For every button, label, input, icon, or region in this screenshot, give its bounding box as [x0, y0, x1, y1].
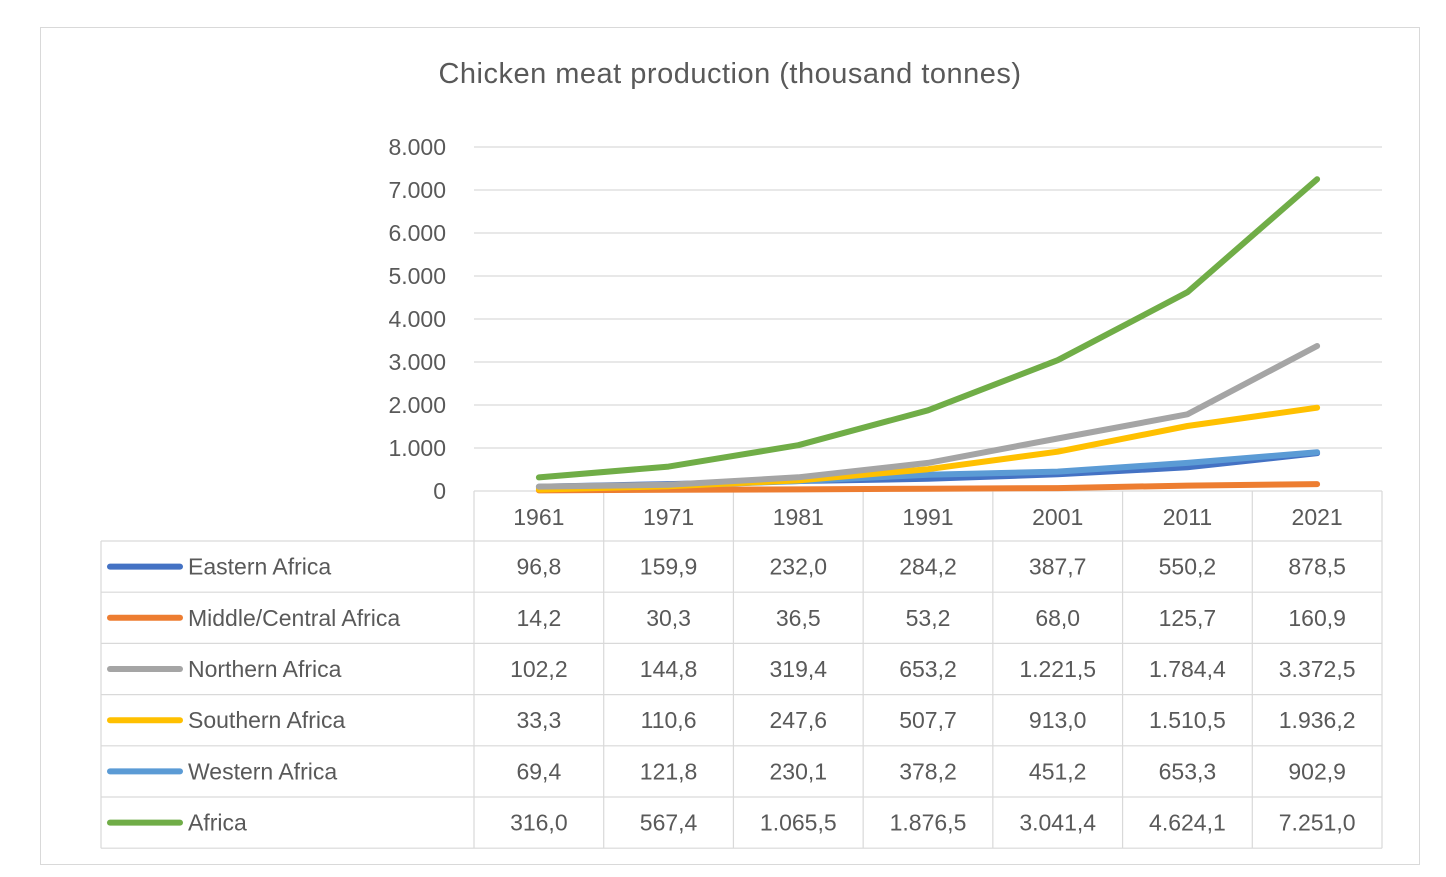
data-cell: 160,9 [1288, 605, 1346, 631]
series-line [535, 481, 1321, 494]
x-category-label: 2011 [1163, 504, 1212, 530]
chart-title: Chicken meat production (thousand tonnes… [438, 58, 1022, 90]
y-tick-label: 7.000 [388, 177, 446, 203]
series-name: Southern Africa [188, 707, 345, 733]
series-line [535, 343, 1321, 490]
data-cell: 316,0 [510, 810, 568, 836]
data-cell: 247,6 [770, 707, 828, 733]
data-cell: 653,3 [1159, 758, 1217, 784]
data-cell: 144,8 [640, 656, 698, 682]
series-line [535, 176, 1321, 481]
y-tick-label: 8.000 [388, 134, 446, 160]
data-cell: 902,9 [1288, 758, 1346, 784]
chart-frame [40, 27, 1420, 865]
data-cell: 284,2 [899, 554, 957, 580]
data-cell: 878,5 [1288, 554, 1346, 580]
data-cell: 7.251,0 [1279, 810, 1356, 836]
data-cell: 68,0 [1035, 605, 1080, 631]
x-category-label: 1971 [643, 504, 694, 530]
data-cell: 33,3 [516, 707, 561, 733]
data-cell: 1.065,5 [760, 810, 837, 836]
x-category-label: 1981 [773, 504, 824, 530]
data-cell: 3.041,4 [1019, 810, 1096, 836]
data-cell: 1.221,5 [1019, 656, 1096, 682]
data-cell: 1.936,2 [1279, 707, 1356, 733]
x-category-label: 1991 [902, 504, 953, 530]
series-name: Northern Africa [188, 656, 342, 682]
data-cell: 102,2 [510, 656, 568, 682]
data-cell: 125,7 [1159, 605, 1217, 631]
data-cell: 230,1 [770, 758, 828, 784]
data-cell: 1.784,4 [1149, 656, 1226, 682]
data-cell: 69,4 [516, 758, 561, 784]
data-cell: 913,0 [1029, 707, 1087, 733]
data-cell: 451,2 [1029, 758, 1087, 784]
series-name: Eastern Africa [188, 554, 331, 580]
data-cell: 507,7 [899, 707, 957, 733]
series-name: Middle/Central Africa [188, 605, 400, 631]
data-cell: 159,9 [640, 554, 698, 580]
series-name: Africa [188, 810, 247, 836]
data-cell: 567,4 [640, 810, 698, 836]
series-name: Western Africa [188, 758, 337, 784]
data-cell: 319,4 [770, 656, 828, 682]
x-category-label: 2021 [1292, 504, 1343, 530]
x-category-label: 1961 [513, 504, 564, 530]
y-tick-label: 6.000 [388, 220, 446, 246]
data-cell: 387,7 [1029, 554, 1087, 580]
y-tick-label: 0 [433, 478, 446, 504]
y-tick-label: 2.000 [388, 392, 446, 418]
y-tick-label: 4.000 [388, 306, 446, 332]
data-cell: 36,5 [776, 605, 821, 631]
data-cell: 3.372,5 [1279, 656, 1356, 682]
data-cell: 550,2 [1159, 554, 1217, 580]
data-cell: 30,3 [646, 605, 691, 631]
y-tick-label: 5.000 [388, 263, 446, 289]
x-category-label: 2001 [1032, 504, 1083, 530]
data-cell: 14,2 [516, 605, 561, 631]
data-cell: 378,2 [899, 758, 957, 784]
data-cell: 232,0 [770, 554, 828, 580]
data-cell: 96,8 [516, 554, 561, 580]
data-cell: 1.510,5 [1149, 707, 1226, 733]
data-cell: 653,2 [899, 656, 957, 682]
data-cell: 4.624,1 [1149, 810, 1226, 836]
data-cell: 110,6 [641, 707, 697, 733]
y-tick-label: 3.000 [388, 349, 446, 375]
y-tick-label: 1.000 [388, 435, 446, 461]
data-cell: 1.876,5 [890, 810, 967, 836]
data-cell: 121,8 [640, 758, 698, 784]
data-cell: 53,2 [906, 605, 951, 631]
